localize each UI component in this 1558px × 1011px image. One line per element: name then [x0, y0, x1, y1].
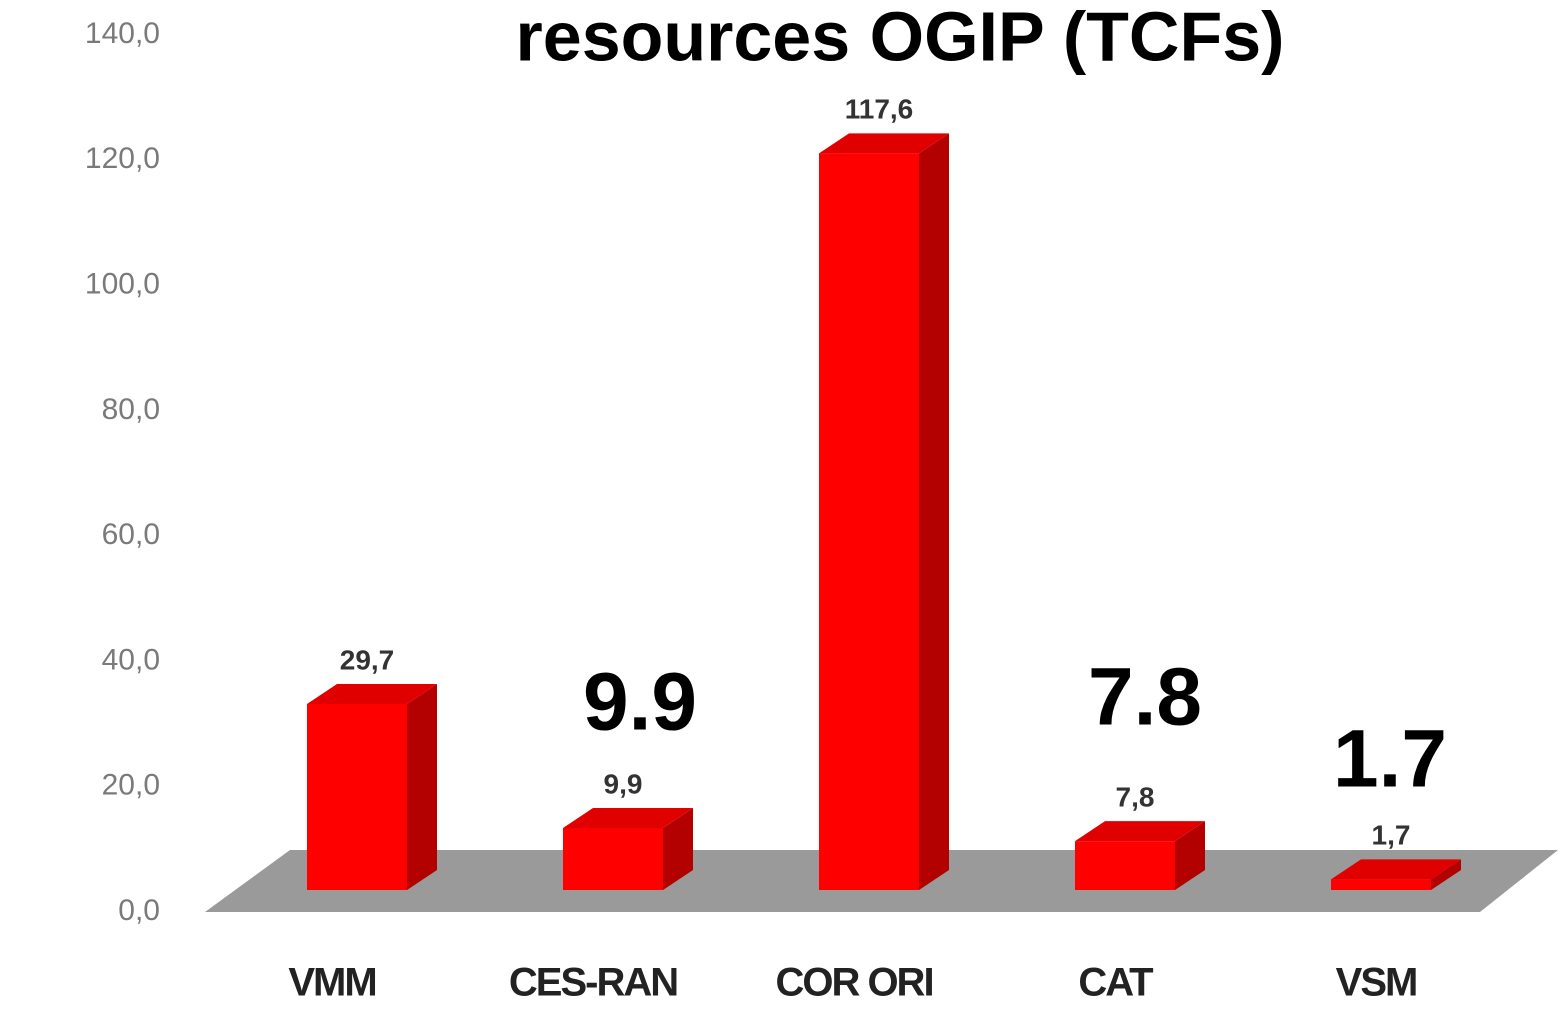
x-tick-label: CAT	[1078, 961, 1153, 1005]
bar	[307, 683, 437, 890]
bar-top	[307, 683, 437, 704]
x-tick-label: VMM	[288, 961, 375, 1005]
bar-side	[663, 807, 693, 890]
bar-front	[307, 703, 407, 890]
bar-side	[919, 133, 949, 890]
bar-side	[407, 683, 437, 890]
annotation: 1.7	[1333, 714, 1447, 805]
y-tick-label: 80,0	[102, 393, 160, 426]
bar-front	[563, 827, 663, 890]
y-tick-label: 140,0	[85, 17, 160, 50]
annotation: 7.8	[1088, 652, 1202, 743]
y-tick-label: 60,0	[102, 518, 160, 551]
y-tick-label: 0,0	[118, 894, 160, 927]
y-tick-label: 120,0	[85, 142, 160, 175]
bar	[819, 133, 949, 890]
bar-top	[1331, 859, 1461, 880]
bar-side	[1175, 821, 1205, 890]
x-tick-label: COR ORI	[775, 961, 932, 1005]
y-tick-label: 40,0	[102, 643, 160, 676]
value-label: 1,7	[1372, 820, 1411, 851]
x-tick-label: VSM	[1336, 961, 1417, 1005]
bar-front	[1331, 879, 1431, 890]
value-label: 9,9	[604, 768, 643, 799]
value-label: 29,7	[340, 644, 395, 675]
x-tick-label: CES-RAN	[509, 961, 677, 1005]
y-tick-label: 20,0	[102, 769, 160, 802]
y-tick-label: 100,0	[85, 267, 160, 300]
bar	[563, 807, 693, 890]
chart-title: resources OGIP (TCFs)	[516, 0, 1285, 75]
bar	[1331, 859, 1461, 890]
bar	[1075, 821, 1205, 890]
value-label: 117,6	[845, 94, 914, 125]
value-label: 7,8	[1116, 782, 1155, 813]
bar-side	[1431, 859, 1461, 890]
annotation: 9.9	[583, 657, 697, 748]
bar-top	[563, 807, 693, 828]
bar-front	[1075, 841, 1175, 890]
bar-top	[819, 133, 949, 154]
bar-top	[1075, 821, 1205, 842]
bar-front	[819, 153, 919, 890]
